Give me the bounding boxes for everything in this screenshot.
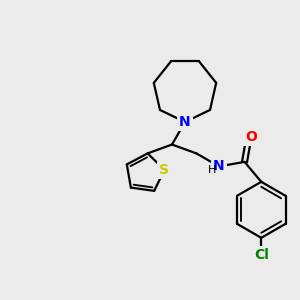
Text: O: O: [245, 130, 257, 144]
Text: Cl: Cl: [254, 248, 269, 262]
Text: S: S: [160, 163, 170, 177]
Text: N: N: [213, 159, 225, 173]
Text: N: N: [179, 115, 191, 129]
Text: H: H: [208, 165, 216, 176]
